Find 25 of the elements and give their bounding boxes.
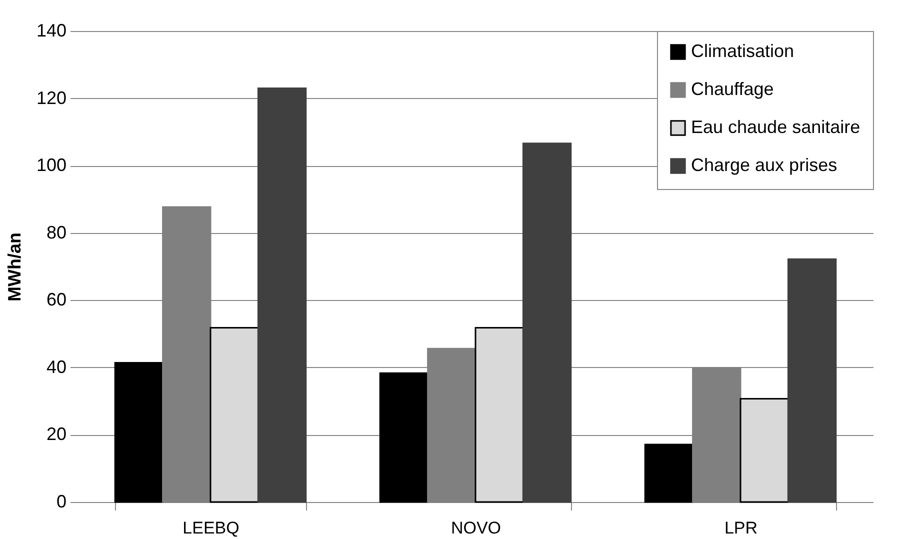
- legend-label: Charge aux prises: [691, 155, 838, 175]
- x-tick-label: LPR: [724, 518, 758, 538]
- bar: [740, 398, 789, 503]
- y-axis-title: MWh/an: [4, 232, 24, 302]
- y-tick-label: 40: [46, 356, 66, 377]
- x-tick-label: LEEBQ: [182, 518, 240, 538]
- x-tick-label: NOVO: [450, 518, 502, 538]
- legend-label: Climatisation: [691, 41, 794, 61]
- bar: [787, 258, 837, 503]
- bar: [474, 326, 524, 503]
- legend-label: Chauffage: [691, 79, 774, 99]
- bar: [522, 142, 572, 503]
- bar: [114, 362, 164, 503]
- bar: [379, 372, 429, 503]
- y-tick-label: 80: [46, 222, 66, 242]
- y-tick-label: 140: [36, 20, 66, 40]
- y-tick-label: 60: [46, 290, 66, 310]
- y-tick-label: 20: [46, 424, 66, 444]
- bar: [644, 444, 694, 503]
- bar: [257, 87, 307, 503]
- y-tick-label: 0: [56, 492, 66, 512]
- y-tick-label: 120: [36, 88, 66, 108]
- bar: [210, 326, 259, 503]
- y-tick-label: 100: [36, 155, 66, 176]
- legend-label: Eau chaude sanitaire: [691, 117, 860, 137]
